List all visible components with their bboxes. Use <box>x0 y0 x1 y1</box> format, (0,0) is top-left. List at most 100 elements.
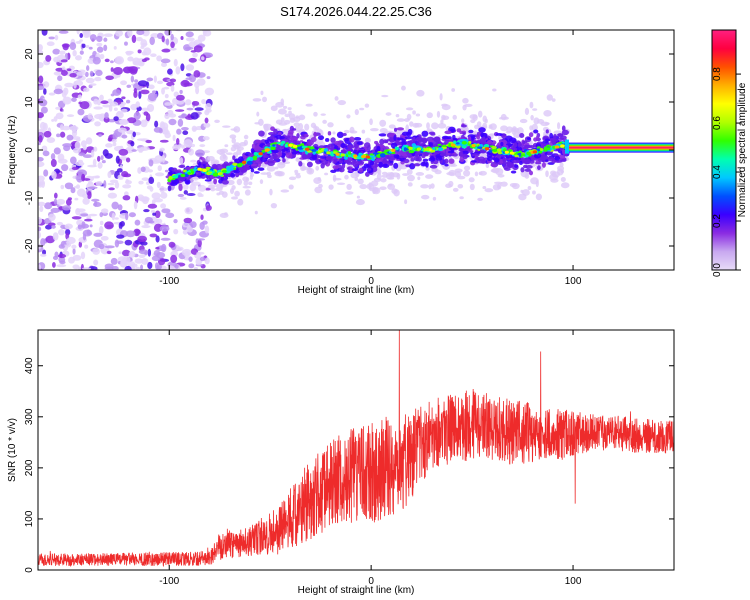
noise-blob <box>38 231 41 239</box>
noise-blob <box>112 141 117 147</box>
band-blob <box>358 167 364 173</box>
noise-blob <box>184 251 190 259</box>
noise-blob <box>66 68 72 72</box>
noise-blob <box>204 225 210 234</box>
noise-blob <box>66 236 76 245</box>
band-blob <box>439 152 447 157</box>
ridge-core <box>207 171 213 174</box>
noise-blob <box>114 181 120 189</box>
noise-blob <box>134 219 141 226</box>
x-tick-label: 0 <box>368 276 374 287</box>
halo-blob <box>274 166 279 170</box>
noise-blob <box>192 127 198 131</box>
halo-blob <box>492 184 501 191</box>
halo-blob <box>500 181 508 187</box>
noise-blob <box>98 133 102 138</box>
noise-blob <box>156 55 162 62</box>
halo-blob <box>306 167 315 175</box>
noise-blob <box>133 111 141 120</box>
band-blob <box>461 150 469 155</box>
band-blob <box>553 133 557 139</box>
band-blob <box>512 147 518 152</box>
colorbar-tick-label: 0.4 <box>712 165 723 179</box>
halo-blob <box>402 173 410 176</box>
ridge-core <box>172 174 179 179</box>
noise-blob <box>121 96 126 100</box>
noise-blob <box>194 81 200 89</box>
noise-blob <box>155 246 160 250</box>
band-blob <box>478 127 486 133</box>
band-blob <box>470 160 477 163</box>
noise-blob <box>38 61 44 69</box>
noise-blob <box>167 68 173 75</box>
halo-blob <box>426 112 433 119</box>
colorbar-label: Normalized spectral amplitude <box>737 82 748 217</box>
halo-blob <box>452 187 459 192</box>
band-blob <box>359 160 365 165</box>
halo-blob <box>275 119 283 125</box>
halo-blob <box>379 119 387 127</box>
halo-blob <box>457 184 464 189</box>
halo-blob <box>324 172 329 176</box>
noise-blob <box>69 42 77 51</box>
halo-blob <box>304 123 310 131</box>
noise-blob <box>144 57 150 61</box>
halo-blob <box>474 171 479 177</box>
halo-blob <box>234 190 240 197</box>
ridge-core <box>432 147 436 151</box>
halo-blob <box>426 122 430 130</box>
noise-blob <box>181 113 188 118</box>
noise-blob <box>94 76 102 82</box>
noise-blob <box>159 225 170 232</box>
band-blob <box>505 143 514 146</box>
halo-blob <box>459 196 464 200</box>
noise-blob <box>147 261 153 270</box>
band-blob <box>221 163 228 168</box>
halo-blob <box>369 128 379 132</box>
halo-blob <box>529 125 533 131</box>
noise-blob <box>81 267 92 270</box>
noise-blob <box>38 216 43 225</box>
noise-blob <box>188 256 193 262</box>
band-blob <box>367 168 372 171</box>
noise-blob <box>88 213 98 217</box>
halo-blob <box>216 149 225 155</box>
halo-blob <box>516 127 524 135</box>
halo-blob <box>393 189 400 197</box>
ridge-core <box>250 157 254 162</box>
halo-blob <box>425 174 434 179</box>
x-tick-label: -100 <box>159 576 179 587</box>
noise-blob <box>38 175 45 182</box>
x-tick-label: -100 <box>159 276 179 287</box>
halo-blob <box>470 119 476 124</box>
halo-blob <box>478 171 483 176</box>
band-blob <box>561 158 567 162</box>
noise-blob <box>99 220 104 226</box>
ridge-core <box>347 150 352 155</box>
noise-blob <box>126 130 135 135</box>
band-blob <box>410 157 415 162</box>
band-blob <box>327 143 335 150</box>
band-blob <box>533 129 539 134</box>
noise-blob <box>55 106 61 110</box>
band-blob <box>522 146 526 150</box>
halo-blob <box>557 122 561 130</box>
noise-blob <box>116 234 125 239</box>
y-tick-label: 0 <box>24 147 35 153</box>
noise-blob <box>114 217 119 220</box>
noise-blob <box>80 251 86 260</box>
band-blob <box>277 151 283 158</box>
noise-blob <box>127 56 134 62</box>
noise-blob <box>77 94 82 99</box>
halo-blob <box>284 113 290 118</box>
band-blob <box>468 129 474 134</box>
noise-blob <box>87 181 93 185</box>
halo-blob <box>243 134 249 140</box>
noise-blob <box>150 53 157 58</box>
halo-blob <box>545 170 549 178</box>
band-blob <box>253 171 260 174</box>
colorbar-gradient <box>712 30 736 270</box>
noise-blob <box>172 145 181 150</box>
y-tick-label: 20 <box>24 48 35 60</box>
noise-blob <box>204 257 210 265</box>
